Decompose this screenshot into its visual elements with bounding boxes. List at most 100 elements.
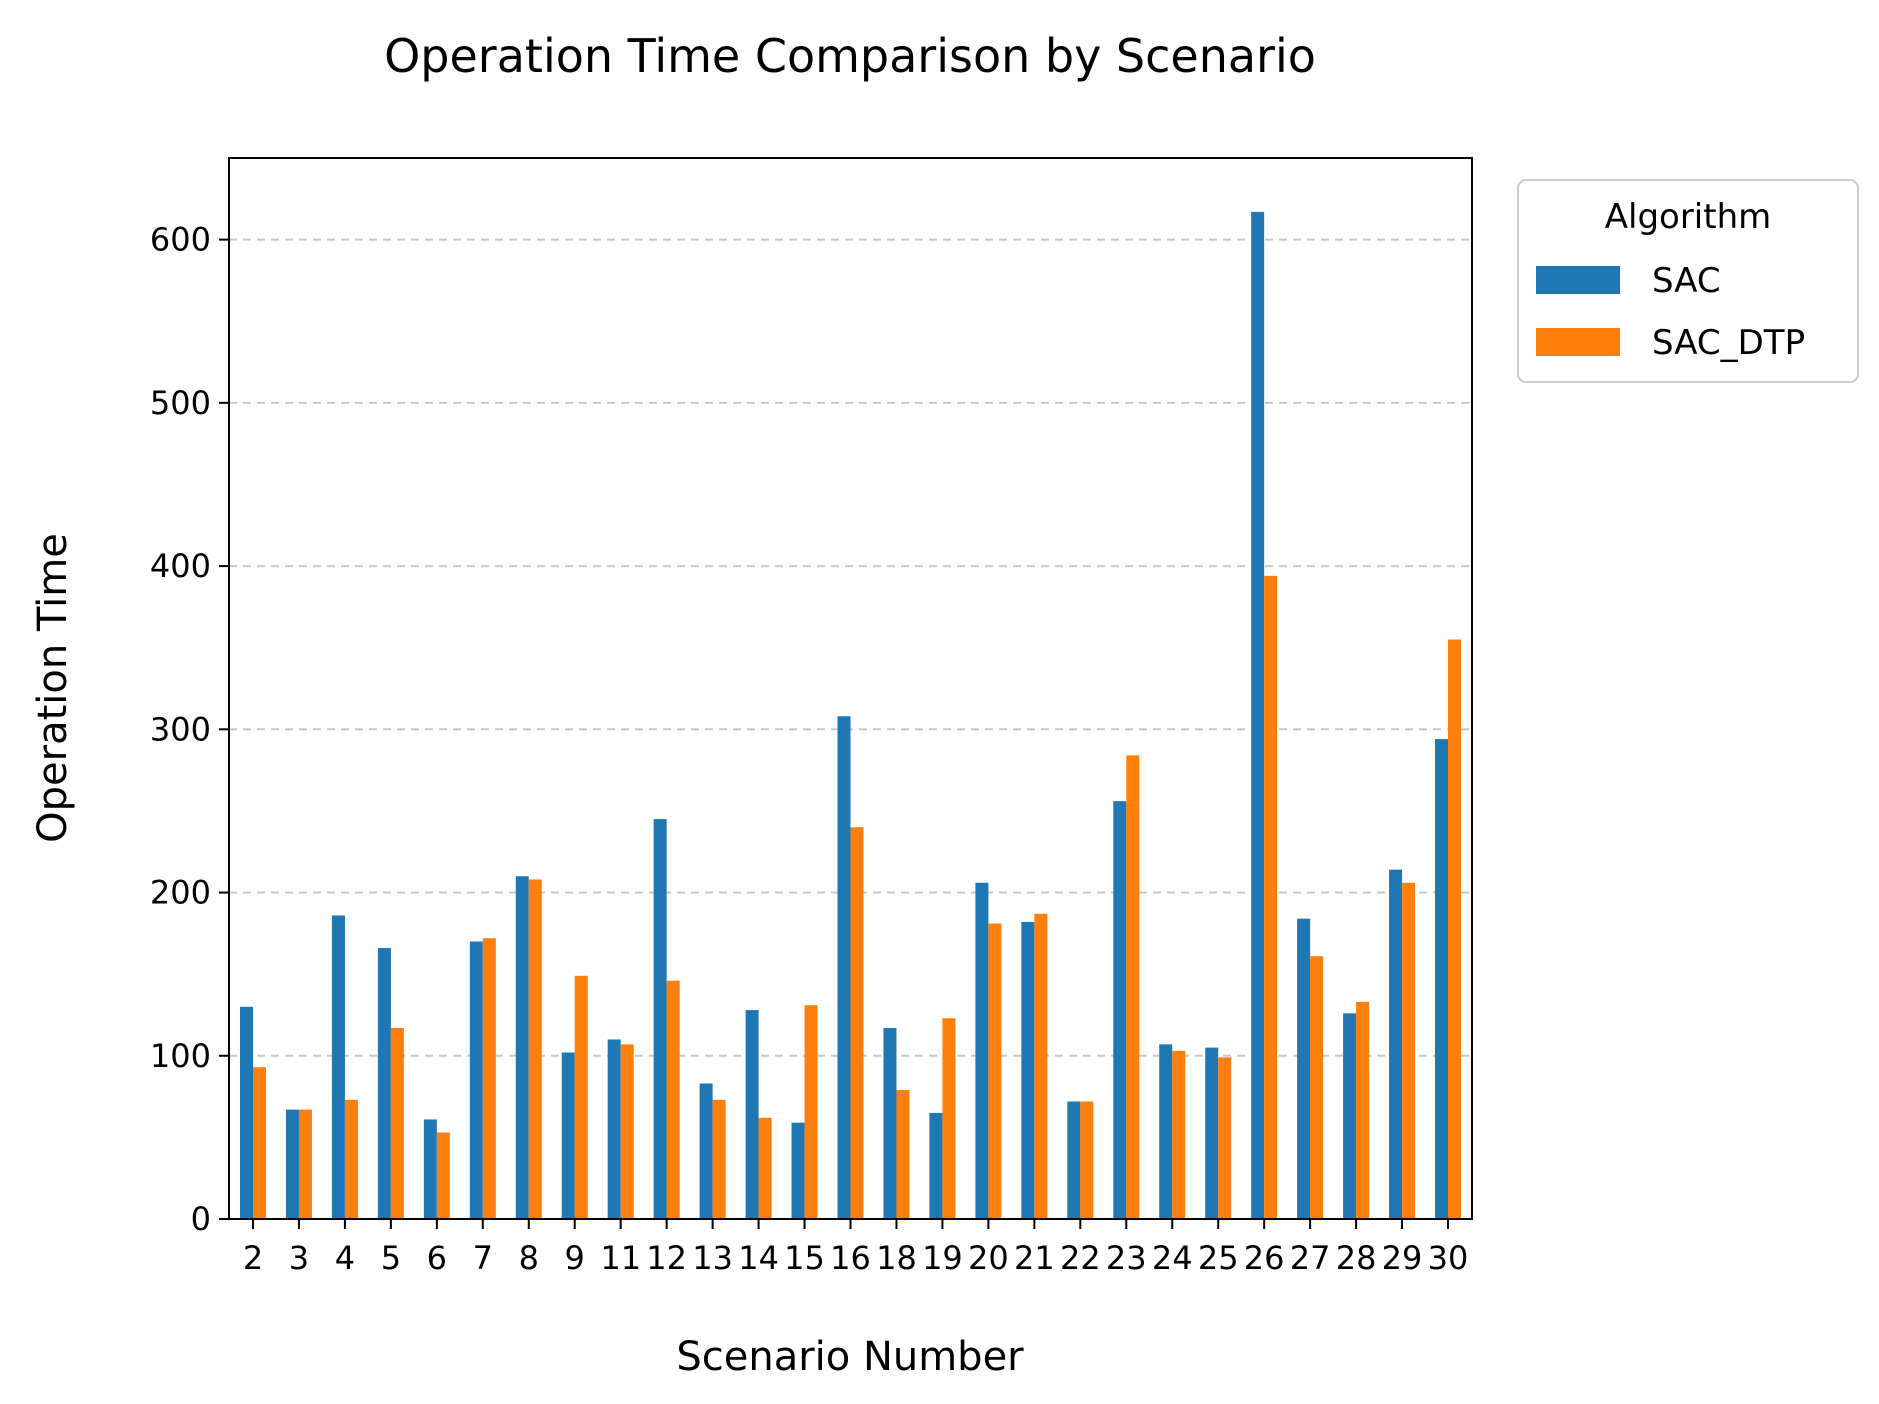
bar-sac-3 (285, 1109, 299, 1219)
x-tick-label-23: 23 (1106, 1239, 1147, 1277)
bar-sac-9 (561, 1052, 575, 1219)
bar-sac-dtp-24 (1172, 1050, 1186, 1219)
bar-sac-dtp-18 (896, 1090, 910, 1219)
bar-sac-4 (331, 915, 345, 1219)
y-tick-label-500: 500 (150, 384, 211, 422)
bar-sac-dtp-25 (1218, 1057, 1232, 1219)
x-tick-label-30: 30 (1428, 1239, 1469, 1277)
x-tick-label-25: 25 (1198, 1239, 1239, 1277)
x-tick-label-9: 9 (565, 1239, 585, 1277)
x-tick-label-5: 5 (381, 1239, 401, 1277)
x-tick-label-16: 16 (830, 1239, 871, 1277)
x-tick-label-24: 24 (1152, 1239, 1193, 1277)
y-tick-label-300: 300 (150, 710, 211, 748)
x-tick-label-20: 20 (968, 1239, 1009, 1277)
bar-sac-dtp-15 (804, 1005, 818, 1219)
bar-sac-dtp-20 (988, 923, 1002, 1219)
bar-sac-28 (1343, 1013, 1357, 1219)
x-axis-label: Scenario Number (676, 1334, 1024, 1380)
x-tick-label-22: 22 (1060, 1239, 1101, 1277)
bar-sac-22 (1067, 1101, 1081, 1219)
legend-title: Algorithm (1605, 197, 1772, 237)
bar-sac-dtp-14 (758, 1117, 772, 1219)
bar-sac-11 (607, 1039, 621, 1219)
bar-sac-8 (515, 876, 529, 1219)
y-axis-label: Operation Time (30, 533, 76, 843)
bars (240, 211, 1461, 1219)
bar-sac-18 (883, 1028, 897, 1219)
x-tick-label-11: 11 (600, 1239, 641, 1277)
bar-sac-dtp-16 (850, 827, 864, 1219)
bar-sac-26 (1251, 211, 1265, 1219)
y-tick-label-400: 400 (150, 547, 211, 585)
x-tick-label-21: 21 (1014, 1239, 1055, 1277)
bar-sac-dtp-29 (1402, 882, 1416, 1219)
bar-sac-27 (1297, 918, 1311, 1219)
bar-sac-16 (837, 716, 851, 1219)
bar-sac-dtp-2 (253, 1067, 266, 1219)
x-tick-label-14: 14 (738, 1239, 779, 1277)
y-tick-label-100: 100 (150, 1037, 211, 1075)
bar-sac-12 (653, 819, 667, 1219)
bar-sac-dtp-21 (1034, 913, 1048, 1219)
x-tick-label-26: 26 (1244, 1239, 1285, 1277)
bar-sac-dtp-6 (436, 1132, 450, 1219)
bar-sac-15 (791, 1122, 805, 1219)
bar-sac-19 (929, 1112, 943, 1219)
bar-sac-dtp-8 (528, 879, 542, 1219)
x-tick-label-28: 28 (1336, 1239, 1377, 1277)
bar-sac-dtp-13 (712, 1099, 726, 1219)
bar-sac-25 (1205, 1047, 1219, 1219)
x-tick-label-2: 2 (243, 1239, 263, 1277)
bar-sac-21 (1021, 921, 1035, 1219)
bar-sac-20 (975, 882, 989, 1219)
bar-sac-dtp-11 (620, 1044, 634, 1219)
bar-sac-5 (377, 948, 391, 1219)
bar-sac-dtp-22 (1080, 1101, 1094, 1219)
bar-sac-dtp-7 (482, 938, 496, 1219)
bar-sac-dtp-23 (1126, 755, 1140, 1219)
bar-sac-7 (469, 941, 483, 1219)
bar-sac-dtp-12 (666, 980, 680, 1219)
x-tick-label-19: 19 (922, 1239, 963, 1277)
y-tick-label-600: 600 (150, 221, 211, 259)
x-tick-label-12: 12 (646, 1239, 687, 1277)
bar-sac-dtp-27 (1310, 956, 1324, 1219)
x-tick-label-29: 29 (1382, 1239, 1423, 1277)
x-tick-label-15: 15 (784, 1239, 825, 1277)
legend-swatch-sac-dtp (1536, 328, 1620, 356)
bar-sac-dtp-30 (1448, 639, 1461, 1219)
bar-sac-29 (1389, 869, 1403, 1219)
x-tick-label-7: 7 (473, 1239, 493, 1277)
bar-sac-dtp-9 (574, 975, 588, 1219)
y-axis: 0 100 200 300 400 500 600 (150, 221, 229, 1238)
bar-sac-13 (699, 1083, 713, 1219)
x-tick-label-13: 13 (692, 1239, 733, 1277)
bar-sac-24 (1159, 1044, 1173, 1219)
x-tick-label-4: 4 (335, 1239, 355, 1277)
legend-label-sac: SAC (1652, 261, 1721, 301)
y-tick-label-200: 200 (150, 874, 211, 912)
bar-sac-dtp-19 (942, 1018, 956, 1219)
chart-title: Operation Time Comparison by Scenario (384, 29, 1316, 83)
bar-sac-dtp-26 (1264, 575, 1278, 1219)
x-tick-label-3: 3 (289, 1239, 309, 1277)
bar-sac-30 (1435, 739, 1448, 1219)
bar-sac-6 (423, 1119, 437, 1219)
x-tick-label-6: 6 (427, 1239, 447, 1277)
legend-label-sac-dtp: SAC_DTP (1652, 323, 1805, 363)
x-tick-label-18: 18 (876, 1239, 917, 1277)
bar-sac-14 (745, 1010, 759, 1219)
x-axis: 2 3 4 5 6 7 8 9 11 12 13 14 15 16 18 19 20 21 22 23 24 25 26 27… (243, 1219, 1469, 1277)
x-tick-label-27: 27 (1290, 1239, 1331, 1277)
bar-sac-2 (240, 1006, 253, 1219)
x-tick-label-8: 8 (519, 1239, 539, 1277)
bar-sac-dtp-5 (390, 1028, 404, 1219)
legend: Algorithm SAC SAC_DTP (1517, 179, 1859, 383)
bar-sac-dtp-3 (298, 1109, 312, 1219)
bar-sac-dtp-4 (344, 1099, 358, 1219)
y-tick-label-0: 0 (191, 1200, 211, 1238)
bar-sac-23 (1113, 801, 1127, 1219)
bar-sac-dtp-28 (1356, 1001, 1370, 1219)
